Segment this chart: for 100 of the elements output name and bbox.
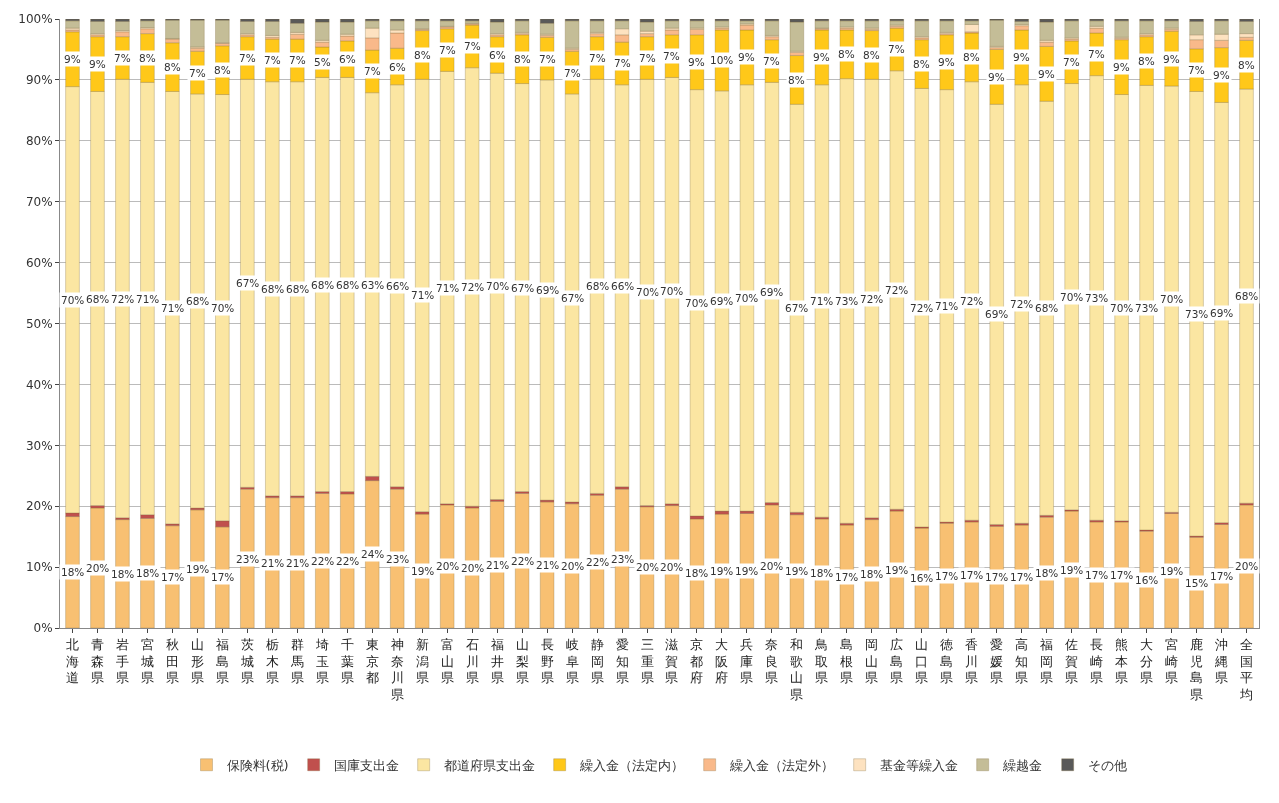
data-label: 9% xyxy=(1013,51,1030,63)
data-label: 70% xyxy=(636,286,660,298)
data-label: 19% xyxy=(735,565,759,577)
data-label: 67% xyxy=(511,282,535,294)
data-label: 18% xyxy=(685,567,709,579)
data-label: 7% xyxy=(289,54,306,66)
x-tick-label: 福島県 xyxy=(215,636,229,686)
data-label: 68% xyxy=(336,279,360,291)
data-label: 22% xyxy=(511,555,535,567)
x-tick-label: 岐阜県 xyxy=(565,636,579,686)
data-label: 68% xyxy=(311,279,335,291)
data-label: 9% xyxy=(1163,53,1180,65)
x-tick-label: 青森県 xyxy=(90,636,104,686)
x-tick-label: 茨城県 xyxy=(239,636,254,686)
x-tick-label: 大阪府 xyxy=(715,636,729,686)
x-tick-label: 大分県 xyxy=(1140,636,1154,686)
data-label: 20% xyxy=(660,561,684,573)
data-label: 18% xyxy=(136,567,160,579)
data-label: 9% xyxy=(738,51,755,63)
data-label: 8% xyxy=(1138,55,1155,67)
data-label: 9% xyxy=(1038,68,1055,80)
data-label: 70% xyxy=(1160,293,1184,305)
data-label: 21% xyxy=(286,557,310,569)
data-label: 71% xyxy=(411,289,435,301)
data-label: 66% xyxy=(386,280,410,292)
x-tick-label: 三重県 xyxy=(640,636,654,686)
y-tick-label: 0% xyxy=(33,621,53,636)
data-label: 18% xyxy=(810,567,834,579)
x-tick-label: 兵庫県 xyxy=(740,636,754,686)
data-label: 71% xyxy=(161,302,185,314)
data-label: 69% xyxy=(1210,307,1234,319)
data-label: 7% xyxy=(264,54,281,66)
data-label: 7% xyxy=(1188,64,1205,76)
data-label: 20% xyxy=(636,561,660,573)
data-label: 19% xyxy=(411,565,435,577)
data-label: 22% xyxy=(311,555,335,567)
data-label: 72% xyxy=(860,293,884,305)
y-tick-label: 70% xyxy=(25,194,53,209)
x-tick-label: 長崎県 xyxy=(1090,636,1104,686)
data-label: 18% xyxy=(1035,567,1059,579)
data-label: 19% xyxy=(1060,564,1084,576)
data-label: 68% xyxy=(86,293,110,305)
data-label: 19% xyxy=(186,563,210,575)
data-label: 7% xyxy=(539,53,556,65)
y-tick-label: 40% xyxy=(25,377,53,392)
x-tick-label: 新潟県 xyxy=(415,636,429,686)
data-label: 68% xyxy=(586,280,610,292)
x-tick-label: 高知県 xyxy=(1015,636,1029,686)
legend-label: 繰入金（法定内） xyxy=(578,757,684,773)
data-label: 67% xyxy=(561,292,585,304)
data-label: 7% xyxy=(589,52,606,64)
data-label: 7% xyxy=(1088,48,1105,60)
x-tick-label: 岡山県 xyxy=(865,636,879,686)
data-label: 10% xyxy=(710,54,734,66)
data-label: 9% xyxy=(688,56,705,68)
data-label: 70% xyxy=(486,280,510,292)
data-label: 73% xyxy=(1135,302,1159,314)
data-label: 67% xyxy=(785,302,809,314)
data-label: 71% xyxy=(136,293,160,305)
data-label: 18% xyxy=(860,568,884,580)
data-label: 19% xyxy=(885,564,909,576)
data-label: 17% xyxy=(985,571,1009,583)
x-tick-label: 愛媛県 xyxy=(990,636,1004,686)
legend-label: 都道府県支出金 xyxy=(443,757,535,773)
data-label: 8% xyxy=(414,49,431,61)
data-label: 6% xyxy=(339,53,356,65)
y-tick-label: 60% xyxy=(25,255,53,270)
data-label: 17% xyxy=(1210,570,1234,582)
data-label: 17% xyxy=(1110,569,1134,581)
data-label: 7% xyxy=(639,52,656,64)
data-label: 7% xyxy=(189,67,206,79)
legend-label: 繰入金（法定外） xyxy=(728,757,834,773)
x-tick-label: 千葉県 xyxy=(340,636,354,686)
data-label: 16% xyxy=(1135,574,1159,586)
x-tick-label: 奈良県 xyxy=(765,636,779,686)
data-label: 17% xyxy=(161,571,185,583)
x-tick-label: 鳥取県 xyxy=(814,636,829,686)
y-tick-label: 100% xyxy=(18,12,53,27)
data-label: 71% xyxy=(810,295,834,307)
data-label: 72% xyxy=(960,295,984,307)
data-label: 15% xyxy=(1185,577,1209,589)
data-label: 20% xyxy=(436,560,460,572)
x-tick-label: 広島県 xyxy=(890,636,904,686)
x-tick-label: 佐賀県 xyxy=(1065,636,1079,686)
data-label: 69% xyxy=(536,284,560,296)
data-label: 22% xyxy=(586,556,610,568)
data-label: 70% xyxy=(660,285,684,297)
data-label: 19% xyxy=(785,565,809,577)
x-tick-label: 栃木県 xyxy=(265,636,279,686)
data-label: 21% xyxy=(536,559,560,571)
data-label: 8% xyxy=(913,58,930,70)
data-label: 9% xyxy=(813,51,830,63)
data-label: 73% xyxy=(835,295,859,307)
data-label: 72% xyxy=(910,302,934,314)
data-label: 23% xyxy=(611,553,635,565)
data-label: 73% xyxy=(1085,292,1109,304)
x-tick-label: 岩手県 xyxy=(115,636,129,686)
data-label: 8% xyxy=(164,61,181,73)
data-label: 70% xyxy=(1110,302,1134,314)
data-label: 8% xyxy=(838,48,855,60)
